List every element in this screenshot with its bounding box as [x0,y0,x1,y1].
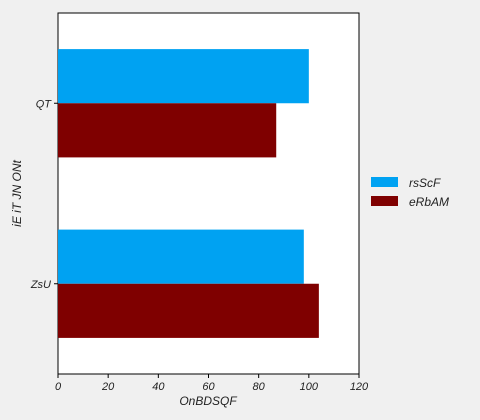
bar-zsu-erbam [58,283,319,338]
x-axis-label: OnBDSQF [179,394,237,408]
x-tick-label: 100 [300,381,319,393]
bar-qt-rsscf [58,49,309,104]
legend-label-erbam: eRbAM [409,195,449,209]
legend-swatch-erbam [371,196,398,206]
legend: rsScF eRbAM [371,176,449,209]
bar-qt-erbam [58,103,277,158]
y-tick-label: ZsU [30,279,51,291]
x-tick-label: 40 [152,381,165,393]
legend-label-rsscf: rsScF [409,176,441,190]
bar-zsu-rsscf [58,229,304,284]
y-axis-ticks: QT ZsU [30,98,58,291]
x-tick-label: 120 [350,381,369,393]
x-axis-ticks: 0 20 40 60 80 100 120 [55,374,369,393]
x-tick-label: 60 [202,381,215,393]
x-tick-label: 0 [55,381,62,393]
x-tick-label: 80 [253,381,266,393]
y-tick-label: QT [36,98,53,110]
legend-swatch-rsscf [371,177,398,187]
x-tick-label: 20 [101,381,115,393]
y-axis-label: iE iT JN ONt [10,160,24,227]
bars-group [58,49,319,338]
